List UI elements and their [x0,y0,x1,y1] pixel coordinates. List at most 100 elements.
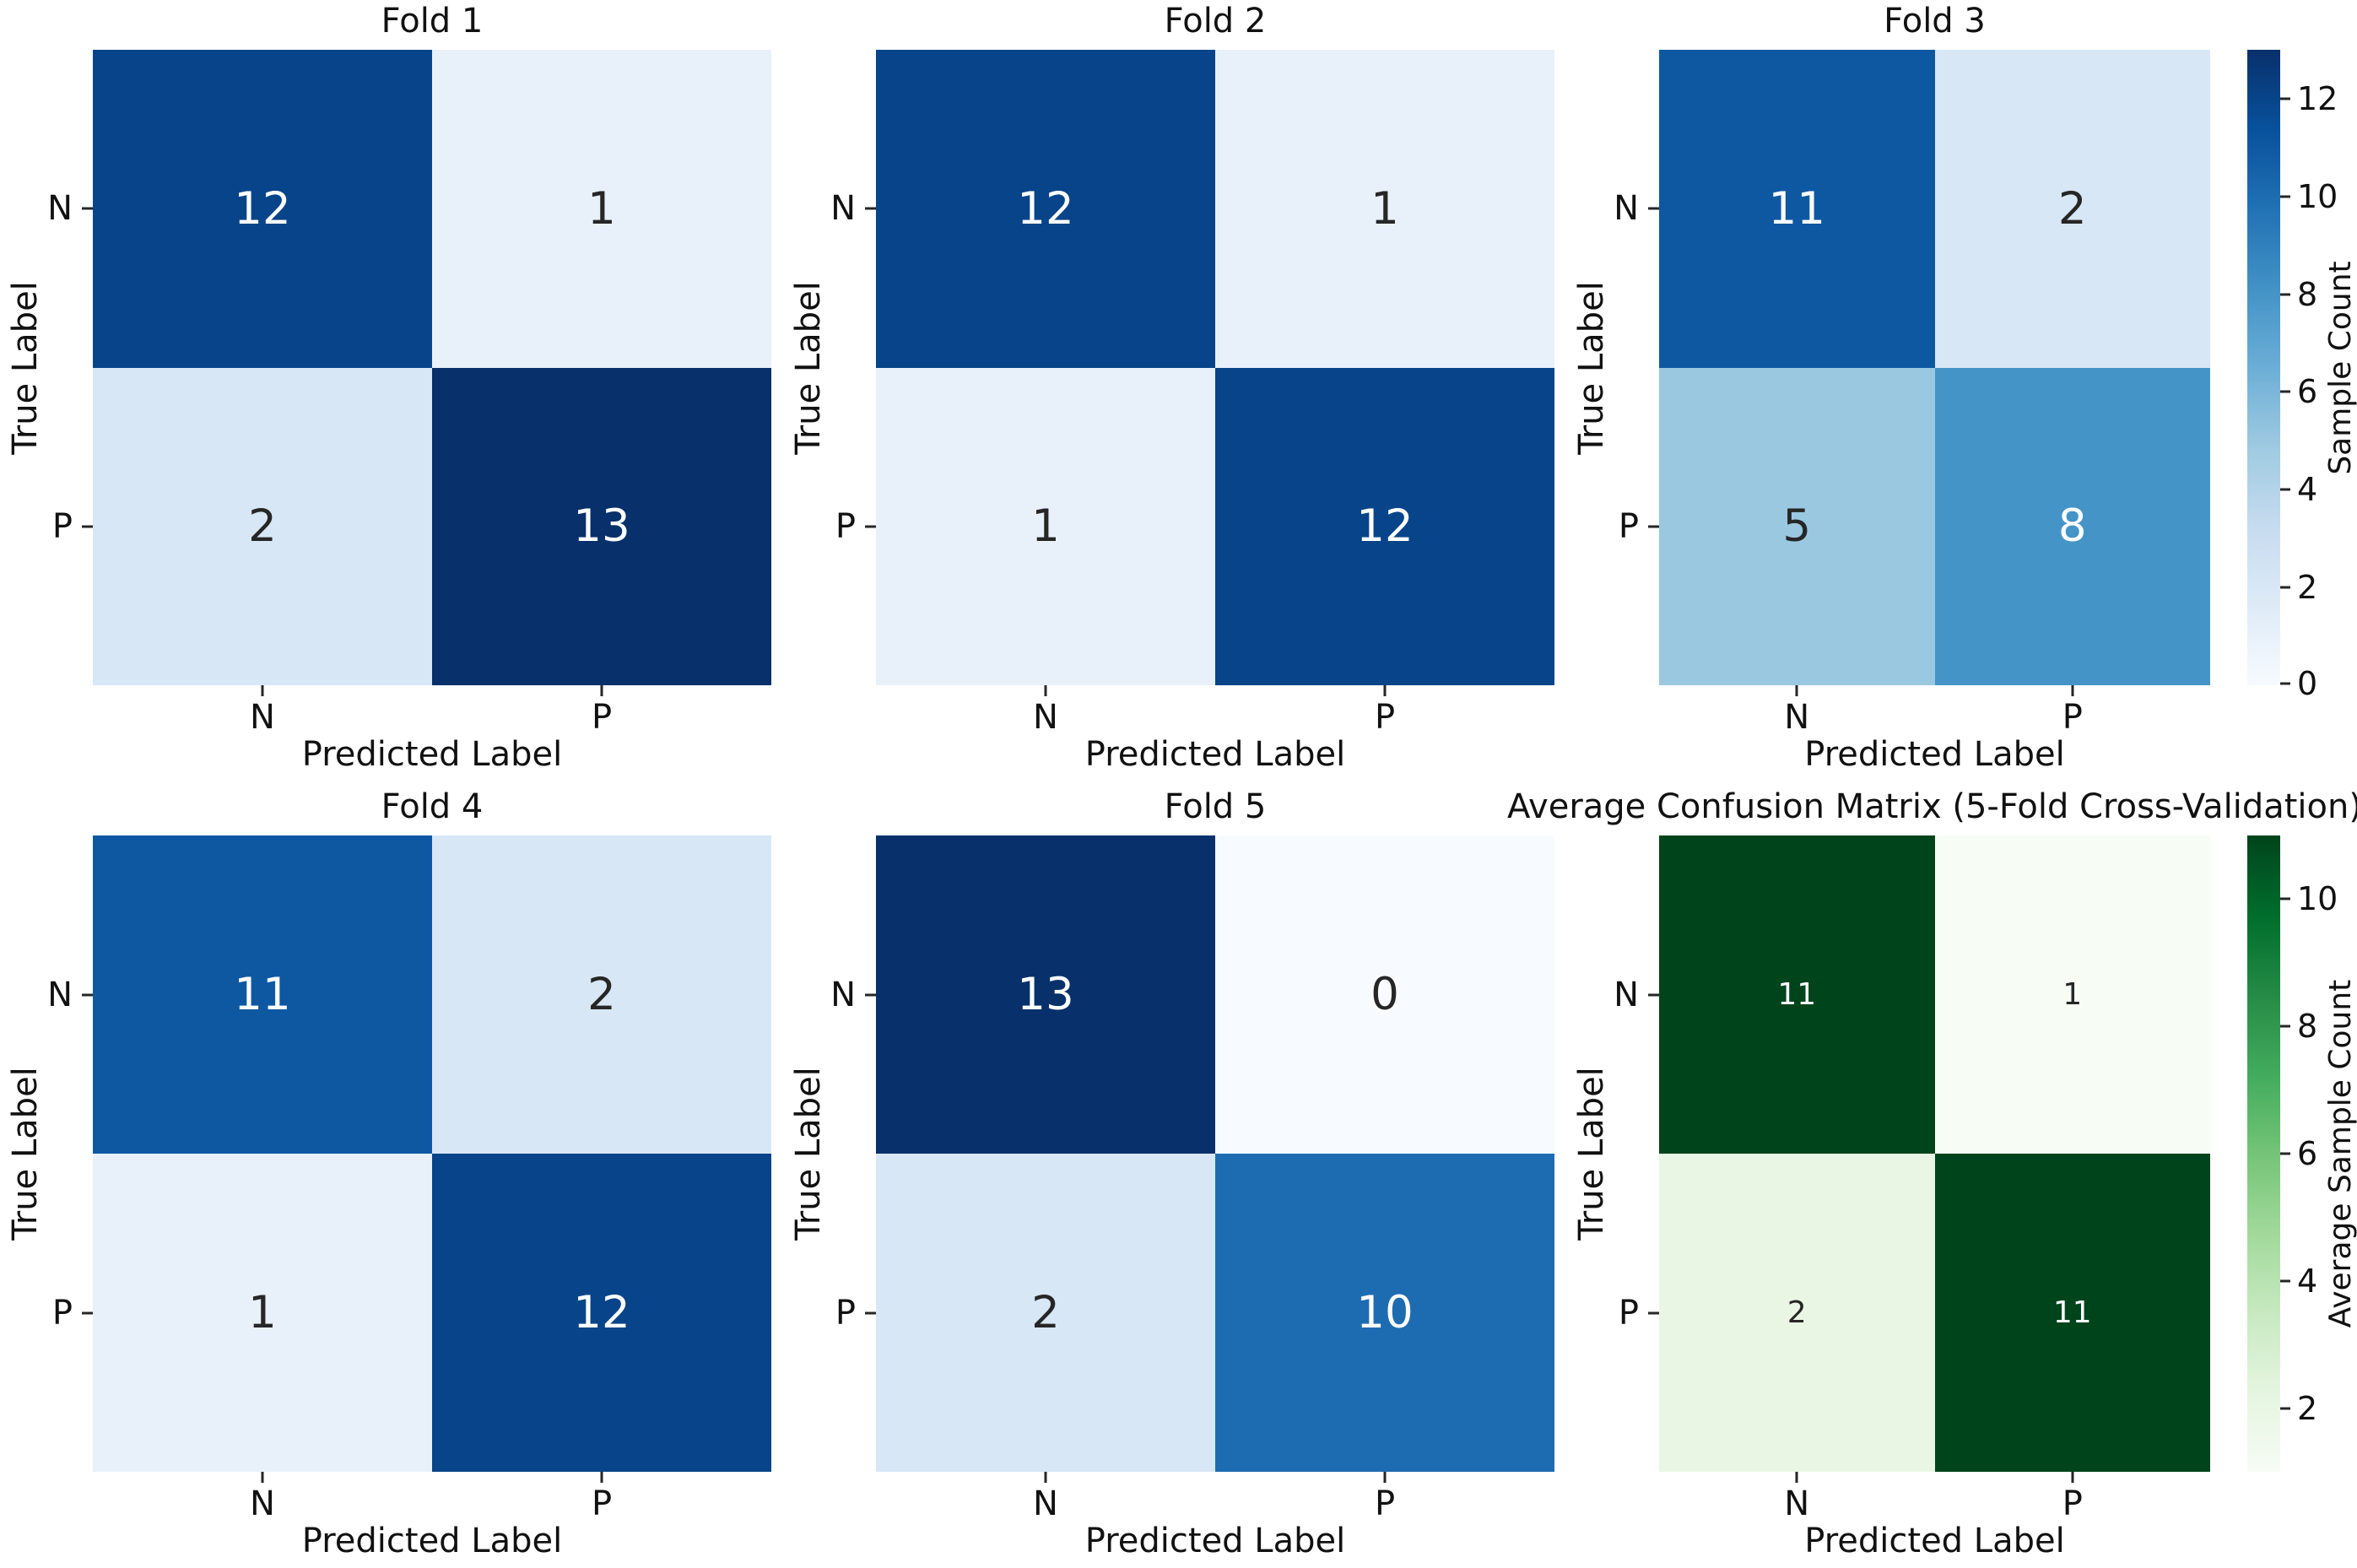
x-tick-mark [1044,1472,1047,1483]
heatmap-cell-r0c0: 12 [93,50,432,368]
y-tick-label-n: N [47,975,73,1014]
colorbar-tick-label: 0 [2297,665,2318,702]
plot-title-fold-1: Fold 1 [381,2,484,41]
x-tick-mark [2071,685,2074,696]
colorbar-tick-label: 12 [2297,80,2338,117]
x-tick-label-p: P [1374,1484,1396,1523]
heatmap-cell-r1c1: 10 [1215,1154,1554,1472]
y-tick-label-p: P [835,506,856,546]
x-axis-label: Predicted Label [301,1522,563,1560]
x-tick-label-n: N [1784,1484,1810,1523]
y-axis-label: True Label [789,280,828,455]
y-tick-mark [865,525,876,528]
y-tick-label-n: N [1614,189,1639,229]
y-axis-label: True Label [1572,280,1611,455]
heatmap-fold-4: 11 2 1 12 [93,835,771,1472]
colorbar-tick-mark [2280,682,2290,685]
y-tick-label-p: P [835,1293,856,1333]
y-tick-mark [82,207,93,210]
x-tick-mark [1795,1472,1798,1483]
heatmap-cell-r0c1: 1 [432,50,771,368]
heatmap-fold-1: 12 1 2 13 [93,50,771,685]
colorbar-tick-mark [2280,1407,2290,1410]
heatmap-cell-r0c0: 11 [1659,835,1935,1154]
heatmap-cell-r0c0: 11 [1659,50,1935,368]
x-tick-label-n: N [250,1484,275,1523]
heatmap-cell-r1c1: 11 [1934,1154,2210,1472]
colorbar-tick-label: 8 [2297,1008,2318,1045]
heatmap-cell-r0c1: 1 [1934,835,2210,1154]
x-axis-label: Predicted Label [1084,735,1346,774]
x-axis-label: Predicted Label [301,735,563,774]
colorbar-tick-mark [2280,195,2290,198]
y-tick-mark [865,207,876,210]
colorbar-axis-label: Average Sample Count [2323,979,2357,1328]
heatmap-cell-r1c1: 13 [432,367,771,685]
x-tick-mark [1383,1472,1387,1483]
y-tick-label-p: P [51,1293,73,1333]
heatmap-cell-r0c0: 11 [93,835,432,1154]
y-tick-mark [1648,207,1659,210]
y-tick-mark [1648,1311,1659,1314]
heatmap-cell-r0c1: 1 [1215,50,1554,368]
x-tick-mark [600,685,603,696]
x-tick-label-p: P [591,698,613,737]
colorbar-tick-mark [2280,488,2290,491]
plot-title-fold-4: Fold 4 [381,787,484,826]
subplot-fold-3: Fold 3 True Label N P 11 2 5 8 N P Predi… [1572,4,2210,771]
y-tick-label-p: P [1618,1293,1639,1333]
heatmap-cell-r1c0: 2 [876,1154,1215,1472]
y-axis-label: True Label [1572,1067,1611,1241]
colorbar-tick-label: 2 [2297,569,2318,606]
subplot-fold-1: Fold 1 True Label N P 12 1 2 13 N P Pred… [6,4,771,771]
subplot-average: Average Confusion Matrix (5-Fold Cross-V… [1507,790,2357,1558]
colorbar-sample-count: 12 10 8 6 4 2 0 Sample Count [2247,50,2357,700]
y-tick-mark [82,1311,93,1314]
y-tick-label-p: P [1618,506,1639,546]
colorbar-tick-mark [2280,390,2290,393]
x-tick-mark [261,1472,264,1483]
heatmap-average: 11 1 2 11 [1659,835,2210,1472]
x-tick-mark [1044,685,1047,696]
x-axis-label: Predicted Label [1084,1522,1346,1560]
colorbar-tick-label: 2 [2297,1390,2318,1427]
subplot-fold-4: Fold 4 True Label N P 11 2 1 12 N P Pred… [6,790,771,1558]
x-tick-label-p: P [591,1484,613,1523]
y-tick-mark [865,1311,876,1314]
colorbar-tick-mark [2280,1279,2290,1283]
heatmap-cell-r1c1: 8 [1934,367,2210,685]
heatmap-cell-r0c0: 12 [876,50,1215,368]
y-tick-label-p: P [51,506,73,546]
heatmap-cell-r1c0: 2 [1659,1154,1935,1472]
heatmap-cell-r1c1: 12 [432,1154,771,1472]
y-tick-label-n: N [830,975,856,1014]
colorbar-tick-label: 10 [2297,178,2338,215]
colorbar-tick-label: 6 [2297,373,2318,410]
x-axis-label: Predicted Label [1804,1522,2065,1560]
colorbar-axis-label: Sample Count [2323,260,2357,475]
colorbar-average-sample-count: 10 8 6 4 2 Average Sample Count [2247,835,2357,1472]
y-tick-mark [82,525,93,528]
x-tick-mark [1383,685,1387,696]
plot-title-fold-3: Fold 3 [1884,2,1986,41]
heatmap-cell-r1c1: 12 [1215,367,1554,685]
x-tick-mark [1795,685,1798,696]
heatmap-cell-r0c0: 13 [876,835,1215,1154]
x-tick-mark [600,1472,603,1483]
subplot-fold-5: Fold 5 True Label N P 13 0 2 10 N P Pred… [789,790,1554,1558]
heatmap-cell-r0c1: 2 [432,835,771,1154]
x-axis-label: Predicted Label [1804,735,2065,774]
x-tick-mark [261,685,264,696]
x-tick-mark [2071,1472,2074,1483]
colorbar-tick-mark [2280,586,2290,589]
colorbar-tick-mark [2280,1025,2290,1028]
heatmap-cell-r0c1: 0 [1215,835,1554,1154]
colorbar-tick-label: 4 [2297,1263,2318,1300]
y-axis-label: True Label [6,280,45,455]
x-tick-label-n: N [1033,698,1058,737]
x-tick-label-p: P [1374,698,1396,737]
heatmap-cell-r1c0: 2 [93,367,432,685]
y-axis-label: True Label [789,1067,828,1241]
heatmap-cell-r1c0: 1 [93,1154,432,1472]
